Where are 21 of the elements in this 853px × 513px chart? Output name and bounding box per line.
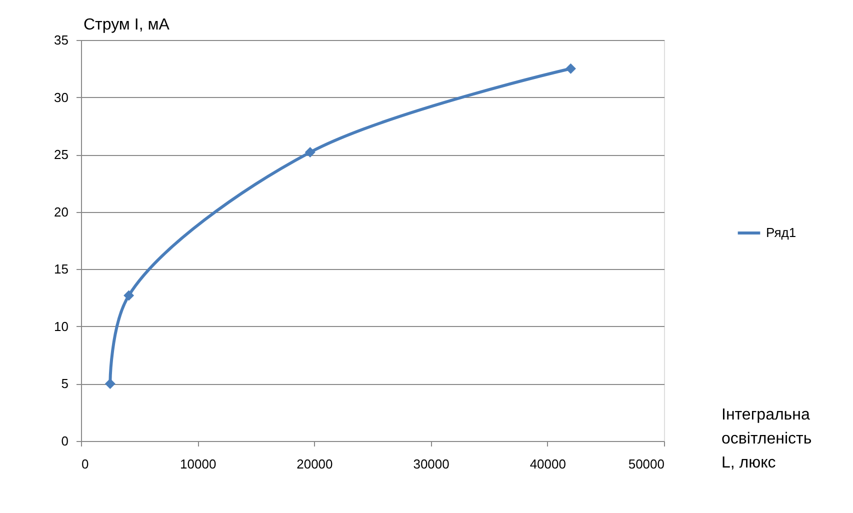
- point: [124, 290, 134, 301]
- point: [304, 147, 316, 158]
- legend-label: Ряд1: [766, 225, 796, 240]
- y-tick-label: 30: [54, 90, 68, 105]
- y-tick-label: 25: [54, 147, 68, 162]
- y-tick-label: 35: [54, 32, 68, 48]
- y-axis-title: Струм I, мА: [84, 16, 170, 34]
- y-tick-label: 0: [61, 434, 68, 448]
- y-tick-label: 20: [54, 204, 68, 220]
- x-tick-label: 50000: [628, 456, 664, 472]
- x-tick-label: 30000: [413, 456, 450, 472]
- x-axis-title: Інтегральна освітленість L, люкс: [722, 406, 812, 472]
- y-tick-label: 5: [61, 376, 68, 392]
- x-tick-label: 20000: [296, 456, 333, 472]
- point: [104, 378, 116, 389]
- x-tick-label: 0: [82, 456, 89, 472]
- x-tick-label: 10000: [180, 456, 216, 472]
- y-tick-label: 10: [54, 318, 68, 334]
- y-tick-label: 15: [54, 262, 68, 277]
- x-tick-label: 40000: [530, 456, 566, 472]
- point: [565, 63, 576, 74]
